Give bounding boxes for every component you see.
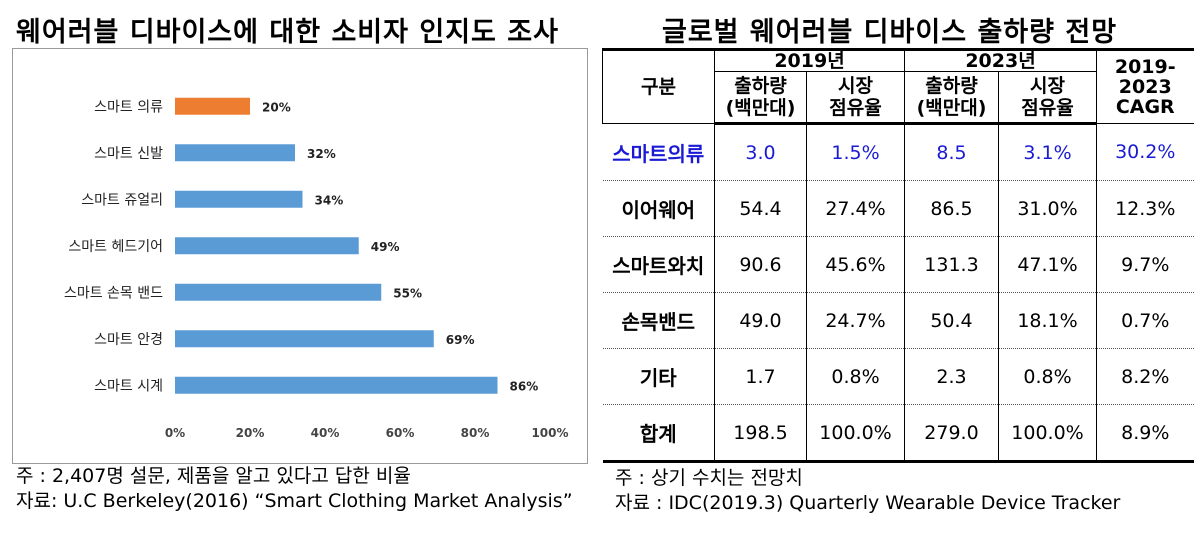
- table-cell: 198.5: [714, 404, 807, 463]
- chart-footnote: 주 : 2,407명 설문, 제품을 알고 있다고 답한 비율: [16, 465, 411, 487]
- table-row-name: 스마트와치: [602, 236, 715, 293]
- data-label: 20%: [262, 100, 291, 114]
- table-cell: 0.8%: [998, 348, 1097, 405]
- table-cell: 24.7%: [806, 292, 905, 349]
- table-cell: 45.6%: [806, 236, 905, 293]
- table-row-name: 손목밴드: [602, 292, 715, 349]
- awareness-bar-chart-svg: 스마트 의류 20% 스마트 신발 32% 스마트 쥬얼리 34% 스마트 헤드기어 49% 스…: [64, 97, 569, 440]
- sub-header-text: 출하량 (백만대): [725, 75, 796, 119]
- table-cell: 12.3%: [1096, 180, 1194, 237]
- bar: [175, 144, 295, 162]
- data-label: 49%: [371, 240, 400, 254]
- sub-header-text: 시장 점유율: [829, 75, 882, 119]
- table-cell: 1.5%: [806, 123, 905, 181]
- chart-notes: 주 : 2,407명 설문, 제품을 알고 있다고 답한 비율 자료: U.C …: [16, 464, 573, 514]
- table-sub-header-row: 출하량 (백만대) 시장 점유율 출하량 (백만대) 시장 점유율: [603, 71, 1194, 125]
- chart-source: 자료: U.C Berkeley(2016) “Smart Clothing M…: [16, 490, 573, 512]
- table-cell: 27.4%: [806, 180, 905, 237]
- category-label: 스마트 쥬얼리: [81, 192, 163, 208]
- table-cell: 50.4: [904, 292, 999, 349]
- table-cell: 8.2%: [1096, 348, 1194, 405]
- bar: [175, 190, 303, 208]
- table-cell: 31.0%: [998, 180, 1097, 237]
- bar: [175, 237, 359, 255]
- table-body: 스마트의류 3.0 1.5% 8.5 3.1% 30.2% 이어웨어 54.4 27.4% 86.…: [602, 123, 1194, 463]
- x-tick-label: 20%: [236, 426, 265, 440]
- table-cell: 8.5: [904, 123, 999, 181]
- x-tick-label: 40%: [311, 426, 340, 440]
- category-label: 스마트 신발: [94, 146, 163, 162]
- table-source: 자료 : IDC(2019.3) Quarterly Wearable Devi…: [615, 492, 1121, 514]
- table-row: 스마트와치 90.6 45.6% 131.3 47.1% 9.7%: [602, 236, 1194, 293]
- bar: [175, 376, 498, 394]
- table-cell: 9.7%: [1096, 236, 1194, 293]
- table-cell: 100.0%: [806, 404, 905, 463]
- table-cell: 90.6: [714, 236, 807, 293]
- x-tick-label: 80%: [461, 426, 490, 440]
- bar: [175, 330, 434, 348]
- table-notes: 주 : 상기 수치는 전망치 자료 : IDC(2019.3) Quarterl…: [615, 466, 1120, 516]
- category-label: 스마트 안경: [94, 332, 163, 348]
- data-label: 86%: [510, 379, 539, 393]
- category-label: 스마트 손목 밴드: [64, 285, 163, 301]
- table-cell: 1.7: [714, 348, 807, 405]
- table-row: 스마트의류 3.0 1.5% 8.5 3.1% 30.2%: [602, 123, 1194, 181]
- table-cell: 279.0: [904, 404, 999, 463]
- table-cell: 8.9%: [1096, 404, 1194, 463]
- table-row: 기타 1.7 0.8% 2.3 0.8% 8.2%: [602, 348, 1194, 405]
- table-cell: 0.7%: [1096, 292, 1194, 349]
- table-cell: 131.3: [904, 236, 999, 293]
- table-cell: 86.5: [904, 180, 999, 237]
- table-cell: 49.0: [714, 292, 807, 349]
- table-footnote: 주 : 상기 수치는 전망치: [615, 467, 803, 489]
- table-sub-header: 시장 점유율: [806, 71, 905, 125]
- data-label: 69%: [446, 333, 475, 347]
- table-cell: 3.0: [714, 123, 807, 181]
- table-cagr-header: 2019- 2023 CAGR: [1096, 48, 1194, 124]
- table-sub-header: 출하량 (백만대): [714, 71, 807, 125]
- table-group-header-row: 구분 2019년 2023년 2019- 2023 CAGR: [602, 48, 1194, 124]
- table-sub-header: 출하량 (백만대): [904, 71, 999, 125]
- x-tick-label: 60%: [386, 426, 415, 440]
- table-row-name: 합계: [602, 404, 715, 463]
- table-cell: 0.8%: [806, 348, 905, 405]
- sub-header-text: 시장 점유율: [1021, 75, 1074, 119]
- table-row-name: 스마트의류: [602, 123, 715, 181]
- table-cell: 3.1%: [998, 123, 1097, 181]
- table-cell: 54.4: [714, 180, 807, 237]
- table-corner-header: 구분: [602, 48, 715, 124]
- table-cell: 47.1%: [998, 236, 1097, 293]
- table-cell: 100.0%: [998, 404, 1097, 463]
- data-label: 55%: [393, 286, 422, 300]
- table-row-name: 기타: [602, 348, 715, 405]
- table-group-2019: 2019년: [714, 48, 905, 72]
- table-row: 손목밴드 49.0 24.7% 50.4 18.1% 0.7%: [602, 292, 1194, 349]
- table-group-2023: 2023년: [904, 48, 1097, 72]
- category-label: 스마트 시계: [94, 378, 163, 394]
- category-label: 스마트 의류: [94, 99, 163, 115]
- x-tick-label: 100%: [531, 426, 568, 440]
- table-title: 글로벌 웨어러블 디바이스 출하량 전망: [662, 17, 1118, 48]
- table-cell: 2.3: [904, 348, 999, 405]
- awareness-chart: 스마트 의류 20% 스마트 신발 32% 스마트 쥬얼리 34% 스마트 헤드기어 49% 스…: [12, 48, 588, 464]
- table-sub-header: 시장 점유율: [998, 71, 1097, 125]
- shipment-forecast-table: 구분 2019년 2023년 2019- 2023 CAGR 출하량 (백만대) 시장…: [602, 48, 1194, 463]
- data-label: 32%: [307, 147, 336, 161]
- data-label: 34%: [315, 193, 344, 207]
- x-tick-label: 0%: [165, 426, 185, 440]
- table-row: 이어웨어 54.4 27.4% 86.5 31.0% 12.3%: [602, 180, 1194, 237]
- table-row: 합계 198.5 100.0% 279.0 100.0% 8.9%: [602, 404, 1194, 463]
- table-cell: 18.1%: [998, 292, 1097, 349]
- chart-title: 웨어러블 디바이스에 대한 소비자 인지도 조사: [16, 17, 559, 48]
- bar: [175, 97, 250, 115]
- table-cell: 30.2%: [1096, 123, 1194, 181]
- category-label: 스마트 헤드기어: [68, 239, 163, 255]
- table-row-name: 이어웨어: [602, 180, 715, 237]
- bar: [175, 283, 382, 301]
- sub-header-text: 출하량 (백만대): [916, 75, 987, 119]
- cagr-header-text: 2019- 2023 CAGR: [1114, 56, 1176, 118]
